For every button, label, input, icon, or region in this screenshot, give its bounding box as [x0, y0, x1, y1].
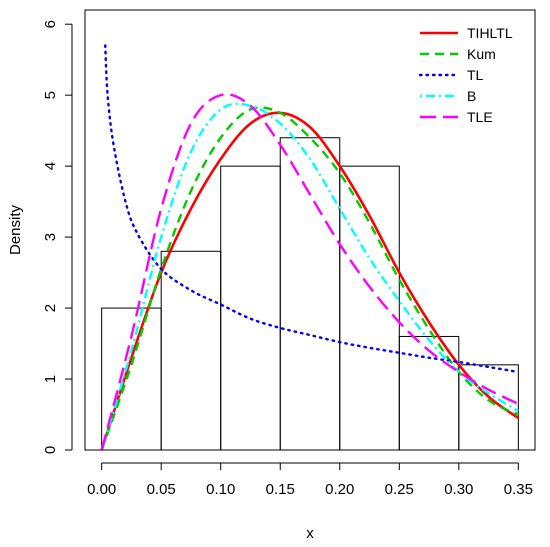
legend-label-tihltl: TIHLTL	[467, 25, 513, 41]
legend-label-b: B	[467, 88, 476, 104]
x-tick-label: 0.35	[504, 481, 533, 498]
y-axis-label: Density	[7, 204, 24, 255]
y-tick-label: 1	[42, 375, 59, 383]
y-tick-label: 4	[42, 162, 59, 170]
series-line-b	[100, 102, 519, 451]
y-tick-label: 0	[42, 446, 59, 454]
x-tick-label: 0.00	[87, 481, 116, 498]
series-line-kum	[100, 106, 519, 451]
x-tick-label: 0.20	[325, 481, 354, 498]
x-axis: 0.00 0.05 0.10 0.15 0.20 0.25 0.30 0.35	[87, 462, 533, 498]
x-axis-label: x	[306, 525, 314, 542]
legend-label-tl: TL	[467, 67, 484, 83]
y-tick-label: 3	[42, 233, 59, 241]
series-line-tle	[100, 93, 519, 451]
y-axis: 0 1 2 3 4 5 6	[42, 20, 73, 454]
density-curves	[100, 44, 520, 451]
legend-label-tle: TLE	[467, 109, 493, 125]
y-tick-label: 2	[42, 304, 59, 312]
legend-label-kum: Kum	[467, 46, 496, 62]
x-tick-label: 0.30	[444, 481, 473, 498]
series-line-tl	[104, 44, 520, 374]
x-tick-label: 0.15	[266, 481, 295, 498]
y-tick-label: 5	[42, 91, 59, 99]
y-tick-label: 6	[42, 20, 59, 28]
legend: TIHLTL Kum TL B TLE	[418, 25, 513, 125]
x-tick-label: 0.05	[147, 481, 176, 498]
x-tick-label: 0.10	[206, 481, 235, 498]
x-tick-label: 0.25	[385, 481, 414, 498]
plot-area-border	[84, 9, 536, 451]
